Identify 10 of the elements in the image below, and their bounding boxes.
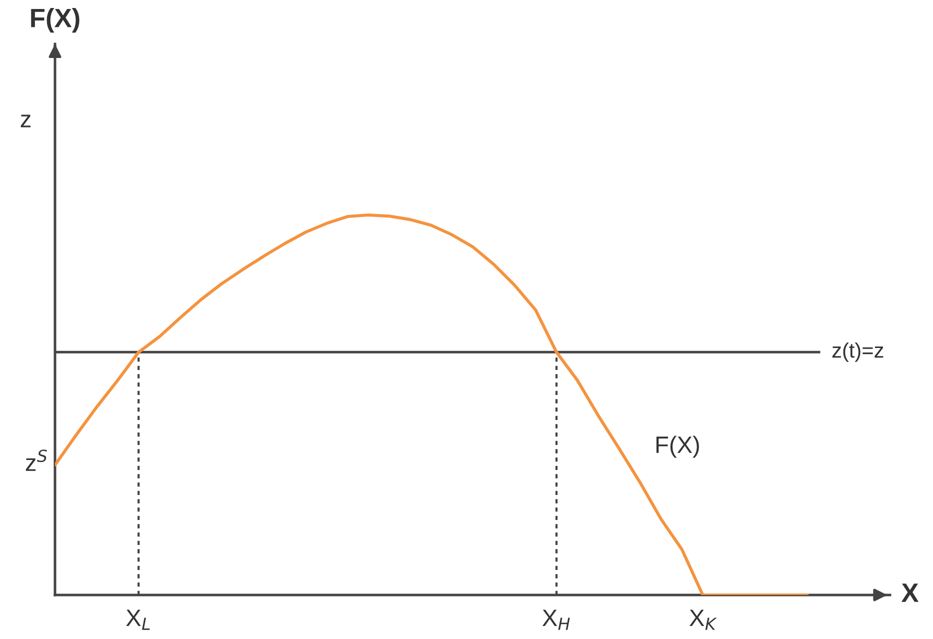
x-tick-label: X$_{K}$ [689,610,717,630]
x-tick-label: X$_{H}$ [542,610,570,630]
text: z [26,458,36,471]
text: S [37,450,47,462]
x-tick-label: X$_{L}$ [126,610,150,630]
ref-line-label: z(t)=z [832,342,884,362]
x-axis-title: X [901,584,919,602]
annotation: F(X) [656,436,699,458]
text: z [20,114,30,128]
text: F(X) [31,8,80,33]
